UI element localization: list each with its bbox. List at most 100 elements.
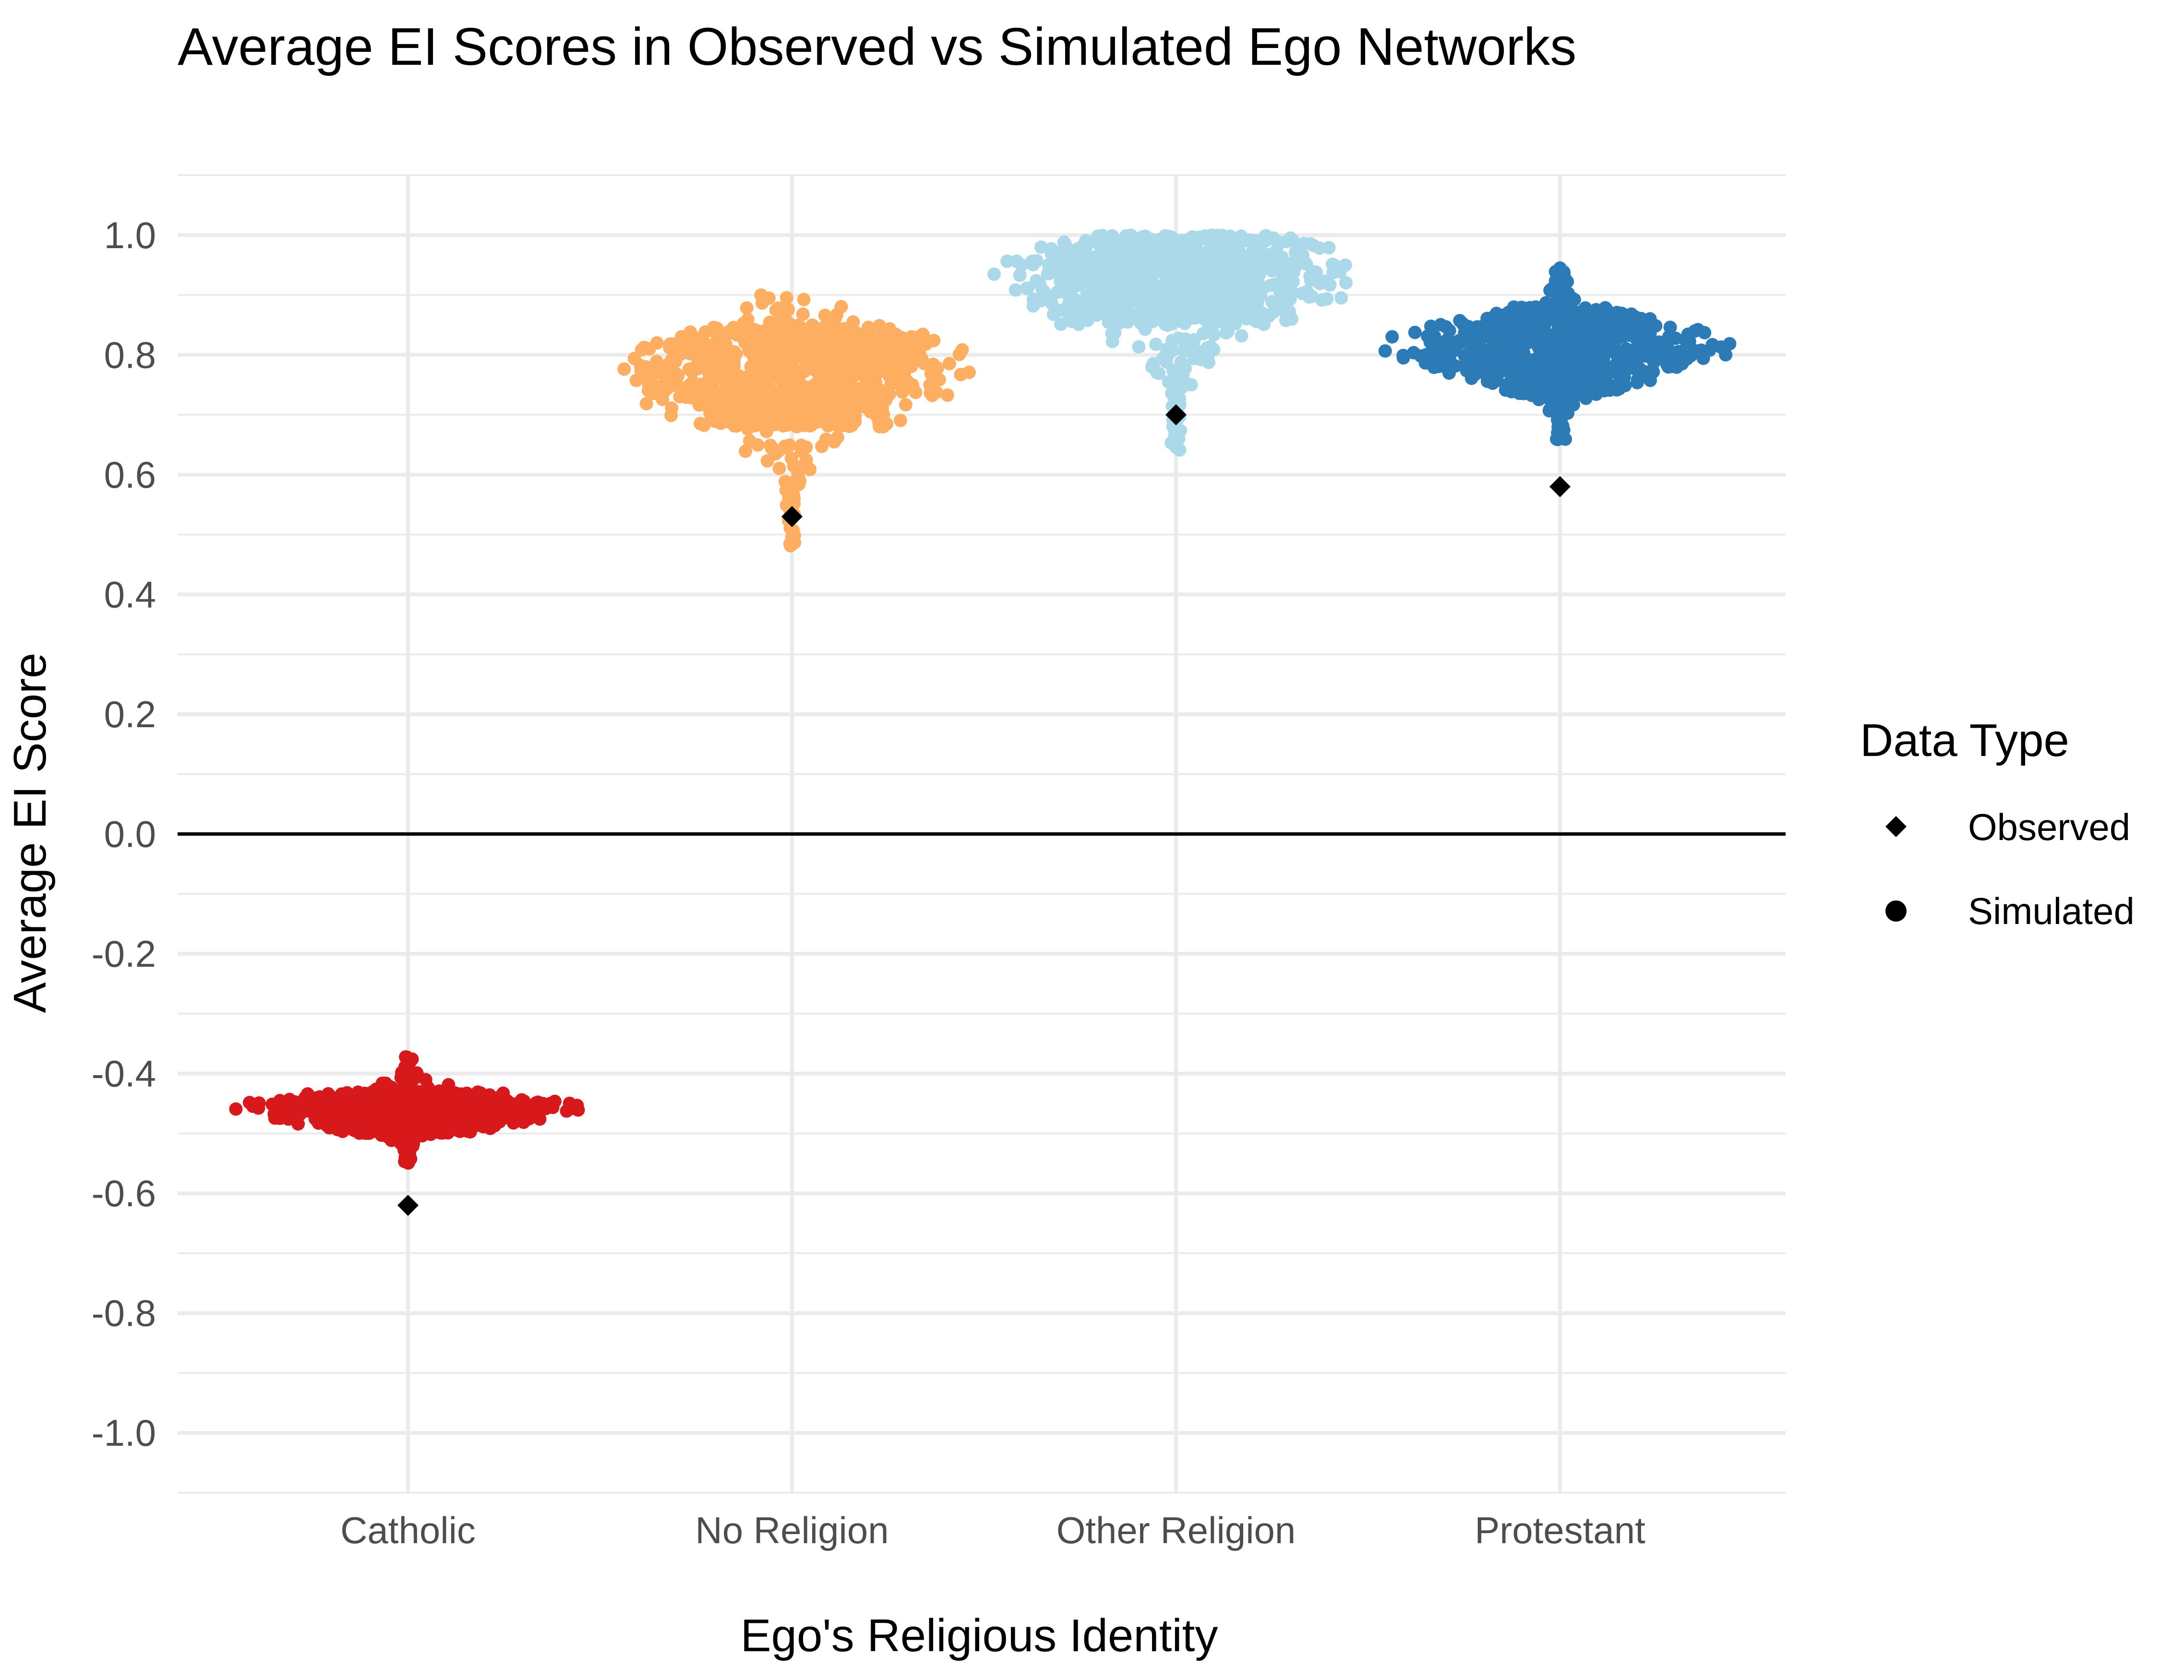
simulated-point (1045, 297, 1059, 311)
simulated-point (1540, 388, 1554, 402)
simulated-point (411, 1104, 425, 1117)
simulated-point (449, 1110, 463, 1124)
simulated-point (701, 374, 715, 388)
simulated-point (783, 537, 797, 551)
x-tick-label: No Religion (695, 1509, 888, 1551)
simulated-point (786, 409, 800, 423)
simulated-point (903, 349, 917, 363)
simulated-point (873, 418, 886, 432)
simulated-point (308, 1112, 322, 1126)
simulated-point (797, 293, 811, 306)
simulated-point (952, 348, 966, 361)
simulated-point (1076, 300, 1090, 314)
simulated-point (755, 401, 769, 415)
simulated-point (653, 384, 667, 398)
simulated-point (474, 1086, 488, 1100)
simulated-point (1603, 383, 1617, 397)
simulated-point (664, 355, 677, 369)
simulated-point (694, 417, 707, 431)
simulated-point (849, 403, 863, 417)
simulated-point (637, 340, 651, 354)
simulated-point (722, 325, 735, 339)
simulated-point (1138, 261, 1151, 275)
simulated-point (1318, 274, 1332, 288)
simulated-point (758, 382, 771, 396)
simulated-point (1201, 349, 1215, 363)
simulated-point (1171, 366, 1185, 380)
simulated-point (834, 300, 848, 313)
simulated-point (465, 1115, 479, 1128)
simulated-point (617, 362, 631, 376)
simulated-point (1529, 300, 1543, 314)
simulated-point (1532, 328, 1546, 342)
simulated-point (1172, 331, 1186, 345)
simulated-point (413, 1092, 427, 1106)
simulated-point (478, 1099, 491, 1113)
simulated-point (426, 1092, 440, 1106)
observed-point (397, 1195, 419, 1216)
simulated-point (1285, 312, 1299, 326)
simulated-point (780, 364, 794, 378)
simulated-point (987, 267, 1001, 281)
simulated-point (544, 1096, 558, 1110)
simulated-point (1577, 350, 1591, 364)
simulated-point (634, 359, 648, 372)
simulated-point (1165, 317, 1179, 331)
simulated-point (400, 1155, 414, 1169)
simulated-point (837, 390, 851, 403)
simulated-point (706, 353, 720, 367)
simulated-point (1507, 363, 1521, 377)
simulated-point (738, 377, 752, 391)
simulated-point (1200, 275, 1213, 288)
simulated-point (276, 1100, 289, 1114)
simulated-point (1217, 303, 1231, 317)
simulated-point (1261, 310, 1275, 324)
simulated-point (1189, 259, 1203, 273)
simulated-point (876, 408, 890, 421)
simulated-point (1192, 230, 1206, 244)
x-tick-label: Other Religion (1056, 1509, 1296, 1551)
simulated-point (880, 362, 894, 376)
simulated-point (1644, 373, 1657, 387)
simulated-point (1339, 276, 1353, 290)
simulated-point (772, 461, 786, 475)
simulated-point (1544, 283, 1558, 296)
simulated-point (710, 333, 724, 347)
x-tick-label: Catholic (340, 1509, 476, 1551)
simulated-point (1162, 375, 1176, 389)
simulated-point (1089, 268, 1103, 282)
simulated-point (229, 1102, 243, 1116)
y-tick-label: -0.4 (92, 1053, 156, 1095)
simulated-point (789, 334, 803, 348)
y-tick-label: -0.6 (92, 1172, 156, 1214)
simulated-point (336, 1125, 349, 1139)
simulated-point (1456, 316, 1470, 330)
simulated-point (1230, 312, 1244, 326)
simulated-point (1522, 370, 1536, 384)
simulated-point (1008, 283, 1022, 297)
simulated-point (1520, 352, 1534, 366)
simulated-point (1062, 296, 1076, 310)
simulated-point (669, 367, 683, 381)
simulated-point (672, 341, 686, 355)
simulated-point (778, 475, 792, 489)
simulated-point (794, 438, 808, 452)
simulated-point (1543, 347, 1557, 360)
simulated-point (1178, 344, 1192, 358)
legend-simulated-label: Simulated (1968, 890, 2135, 932)
simulated-point (713, 372, 727, 386)
simulated-point (832, 408, 846, 422)
simulated-point (877, 323, 891, 336)
simulated-point (752, 413, 766, 427)
simulated-point (648, 367, 661, 381)
simulated-point (796, 307, 810, 321)
y-tick-label: 1.0 (104, 214, 156, 256)
simulated-point (1632, 325, 1645, 339)
simulated-point (1222, 269, 1236, 283)
simulated-point (1630, 352, 1644, 366)
simulated-point (740, 301, 754, 315)
simulated-point (771, 301, 785, 315)
simulated-point (300, 1087, 314, 1101)
simulated-point (791, 461, 804, 475)
simulated-point (1170, 253, 1184, 267)
